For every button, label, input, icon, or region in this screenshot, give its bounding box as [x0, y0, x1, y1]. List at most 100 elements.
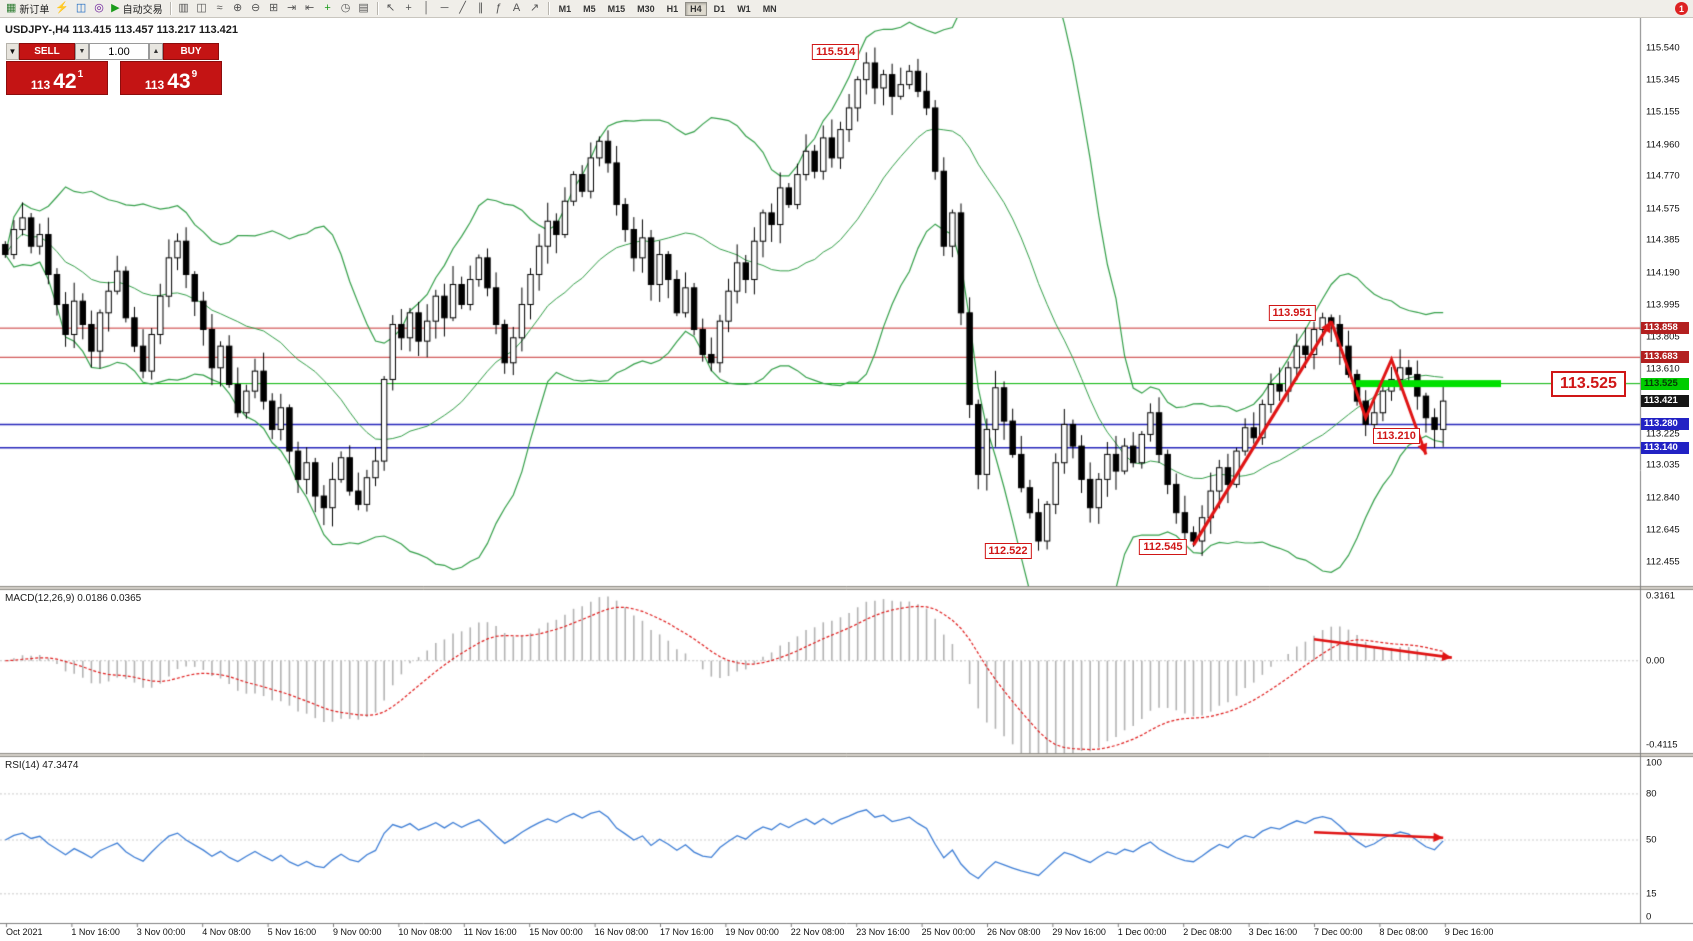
time-axis-label: 3 Nov 00:00	[136, 927, 186, 937]
chart-window: USDJPY-,H4 113.415 113.457 113.217 113.4…	[0, 18, 1693, 941]
crosshair-button[interactable]: +	[400, 1, 418, 17]
arrows-button[interactable]: ↗	[526, 1, 544, 17]
price-chart-canvas[interactable]	[0, 18, 1693, 941]
timeframe-w1-button[interactable]: W1	[732, 2, 756, 16]
bar-chart-button[interactable]: ▥	[175, 1, 193, 17]
volume-decrease-button[interactable]: ▼	[75, 43, 89, 60]
cursor-button[interactable]: ↖	[382, 1, 400, 17]
toolbar: ▦ 新订单 ⚡ ◫ ◎ ▶ 自动交易 ▥ ◫ ≈ ⊕ ⊖ ⊞ ⇥ ⇤ + ◷ ▤ ↖ + │ ─ ╱ ∥ ƒ A ↗ M1 M5 M15 M…	[0, 0, 1693, 18]
indicators-button[interactable]: +	[319, 1, 337, 17]
time-axis-label: 25 Nov 00:00	[921, 927, 976, 937]
timeframe-mn-button[interactable]: MN	[758, 2, 782, 16]
zoom-in-button[interactable]: ⊕	[229, 1, 247, 17]
sell-price-handle: 113	[30, 78, 51, 92]
timeframe-m5-button[interactable]: M5	[578, 2, 601, 16]
buy-button[interactable]: BUY	[163, 43, 219, 60]
price-callout-label: 113.951	[1268, 304, 1316, 321]
sell-button[interactable]: SELL	[19, 43, 75, 60]
notification-badge[interactable]: 1	[1675, 2, 1688, 15]
fibonacci-button[interactable]: ƒ	[490, 1, 508, 17]
time-axis-label: 9 Dec 16:00	[1444, 927, 1494, 937]
timeframe-d1-button[interactable]: D1	[709, 2, 731, 16]
line-chart-button[interactable]: ≈	[211, 1, 229, 17]
price-callout-label: 113.525	[1551, 370, 1626, 397]
timeframe-m15-button[interactable]: M15	[603, 2, 631, 16]
crosshair-icon: +	[405, 2, 412, 14]
one-click-trading-panel: ▼ SELL ▼ ▲ BUY 113 42 1 113 43 9	[6, 43, 222, 95]
terminal-button[interactable]: ◎	[90, 1, 108, 17]
buy-price[interactable]: 113 43 9	[120, 61, 222, 95]
toolbar-groups: ▦ 新订单 ⚡ ◫ ◎ ▶ 自动交易 ▥ ◫ ≈ ⊕ ⊖ ⊞ ⇥ ⇤ + ◷ ▤ ↖ + │ ─ ╱ ∥ ƒ A ↗ M1 M5 M15 M…	[3, 0, 783, 18]
time-axis-label: 26 Nov 08:00	[987, 927, 1041, 937]
symbol-ohlc-line: USDJPY-,H4 113.415 113.457 113.217 113.4…	[5, 24, 239, 36]
horizontal-line-button[interactable]: ─	[436, 1, 454, 17]
navigator-button[interactable]: ◫	[72, 1, 90, 17]
price-badge: 113.858	[1641, 322, 1689, 335]
time-axis-label: 2 Dec 08:00	[1183, 927, 1232, 937]
price-axis-label: 114.960	[1646, 139, 1680, 151]
price-axis-label: 114.190	[1646, 267, 1680, 279]
periods-icon: ◷	[340, 2, 351, 14]
rsi-axis-label: 80	[1646, 788, 1657, 800]
fibonacci-icon: ƒ	[495, 2, 502, 14]
price-axis-label: 113.995	[1646, 299, 1680, 311]
trendline-button[interactable]: ╱	[454, 1, 472, 17]
time-axis-label: 11 Nov 16:00	[463, 927, 517, 937]
text-button[interactable]: A	[508, 1, 526, 17]
channel-button[interactable]: ∥	[472, 1, 490, 17]
zoom-out-button[interactable]: ⊖	[247, 1, 265, 17]
rsi-axis-label: 0	[1646, 911, 1652, 923]
rsi-axis-label: 15	[1646, 888, 1657, 900]
tile-windows-button[interactable]: ⊞	[265, 1, 283, 17]
buy-price-pips: 43	[167, 70, 191, 93]
time-axis-label: Oct 2021	[6, 927, 43, 937]
time-axis-label: 4 Nov 08:00	[202, 927, 251, 937]
line-chart-icon: ≈	[216, 2, 223, 14]
time-axis-label: 19 Nov 00:00	[725, 927, 779, 937]
toolbar-separator	[376, 2, 378, 15]
price-axis-label: 112.455	[1646, 556, 1680, 568]
bar-chart-icon: ▥	[178, 2, 189, 14]
vertical-line-icon: │	[423, 2, 431, 14]
collapse-panel-icon[interactable]: ▼	[6, 43, 19, 60]
price-axis-label: 115.540	[1646, 42, 1680, 54]
chart-shift-icon: ⇤	[304, 2, 315, 14]
autotrading-button[interactable]: ▶ 自动交易	[108, 1, 165, 17]
navigator-icon: ◫	[75, 2, 87, 14]
buy-price-point: 9	[191, 69, 198, 80]
timeframe-m1-button[interactable]: M1	[554, 2, 577, 16]
time-axis-label: 22 Nov 08:00	[790, 927, 845, 937]
channel-icon: ∥	[477, 2, 484, 14]
macd-indicator-label: MACD(12,26,9) 0.0186 0.0365	[5, 593, 142, 604]
terminal-icon: ◎	[94, 2, 104, 14]
macd-axis-label: 0.00	[1646, 655, 1665, 667]
periods-button[interactable]: ◷	[337, 1, 355, 17]
price-badge: 113.140	[1641, 441, 1689, 454]
new-order-button[interactable]: ▦ 新订单	[3, 1, 52, 17]
auto-scroll-button[interactable]: ⇥	[283, 1, 301, 17]
timeframe-m30-button[interactable]: M30	[632, 2, 660, 16]
price-axis-label: 114.770	[1646, 170, 1680, 182]
timeframe-h1-button[interactable]: H1	[662, 2, 684, 16]
price-axis-label: 113.035	[1646, 459, 1680, 471]
market-watch-button[interactable]: ⚡	[52, 1, 72, 17]
time-axis-label: 5 Nov 16:00	[267, 927, 317, 937]
zoom-in-icon: ⊕	[232, 2, 243, 14]
time-axis-label: 3 Dec 16:00	[1248, 927, 1298, 937]
price-badge: 113.525	[1641, 377, 1689, 390]
chart-shift-button[interactable]: ⇤	[301, 1, 319, 17]
candlestick-chart-button[interactable]: ◫	[193, 1, 211, 17]
volume-input[interactable]	[89, 43, 149, 60]
volume-increase-button[interactable]: ▲	[149, 43, 163, 60]
rsi-indicator-label: RSI(14) 47.3474	[5, 760, 79, 771]
vertical-line-button[interactable]: │	[418, 1, 436, 17]
time-axis-label: 15 Nov 00:00	[529, 927, 583, 937]
sell-price[interactable]: 113 42 1	[6, 61, 108, 95]
templates-button[interactable]: ▤	[355, 1, 373, 17]
trendline-icon: ╱	[459, 2, 466, 14]
macd-axis-label: -0.4115	[1646, 739, 1678, 751]
tile-windows-icon: ⊞	[268, 2, 279, 14]
price-axis-label: 115.345	[1646, 74, 1680, 86]
timeframe-h4-button[interactable]: H4	[685, 1, 707, 16]
price-axis-label: 114.385	[1646, 234, 1680, 246]
